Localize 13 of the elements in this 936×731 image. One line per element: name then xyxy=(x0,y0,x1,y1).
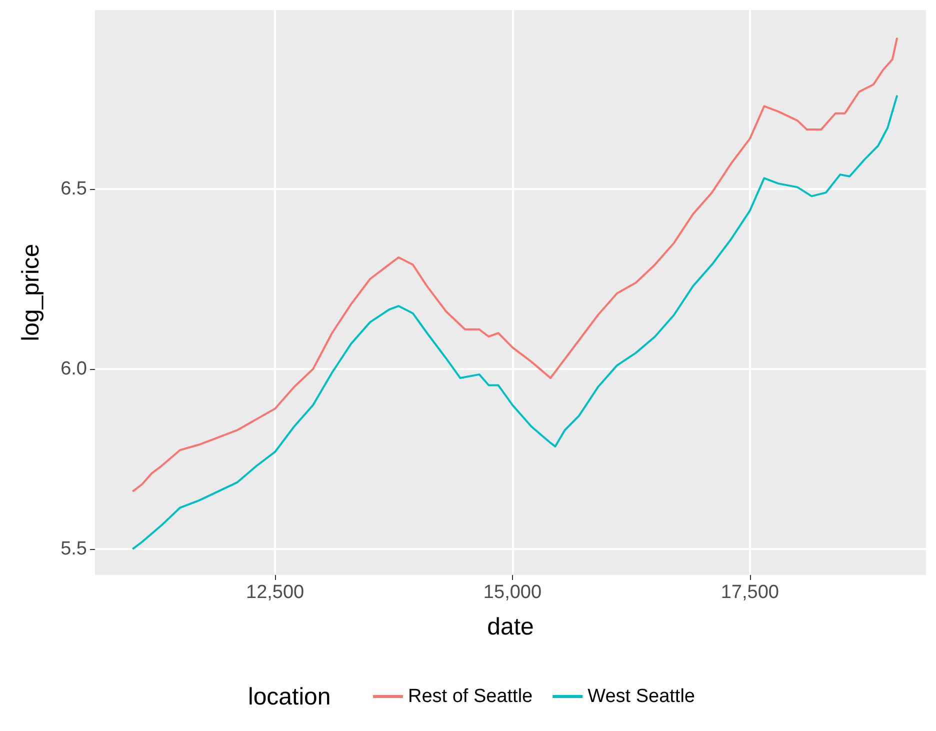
legend-label: Rest of Seattle xyxy=(408,686,533,707)
legend-title: location xyxy=(248,684,331,710)
x-tick-label: 12,500 xyxy=(246,582,304,603)
y-tick-label: 6.0 xyxy=(60,358,87,380)
y-tick-label: 6.5 xyxy=(60,178,87,200)
x-tick-label: 15,000 xyxy=(483,582,542,603)
legend-label: West Seattle xyxy=(588,686,695,707)
line-series xyxy=(132,36,898,492)
y-axis-title: log_price xyxy=(18,244,44,342)
y-tick-label: 5.5 xyxy=(60,538,87,560)
line-series xyxy=(132,94,898,550)
x-axis-title: date xyxy=(487,614,534,640)
x-tick-label: 17,500 xyxy=(720,582,779,603)
